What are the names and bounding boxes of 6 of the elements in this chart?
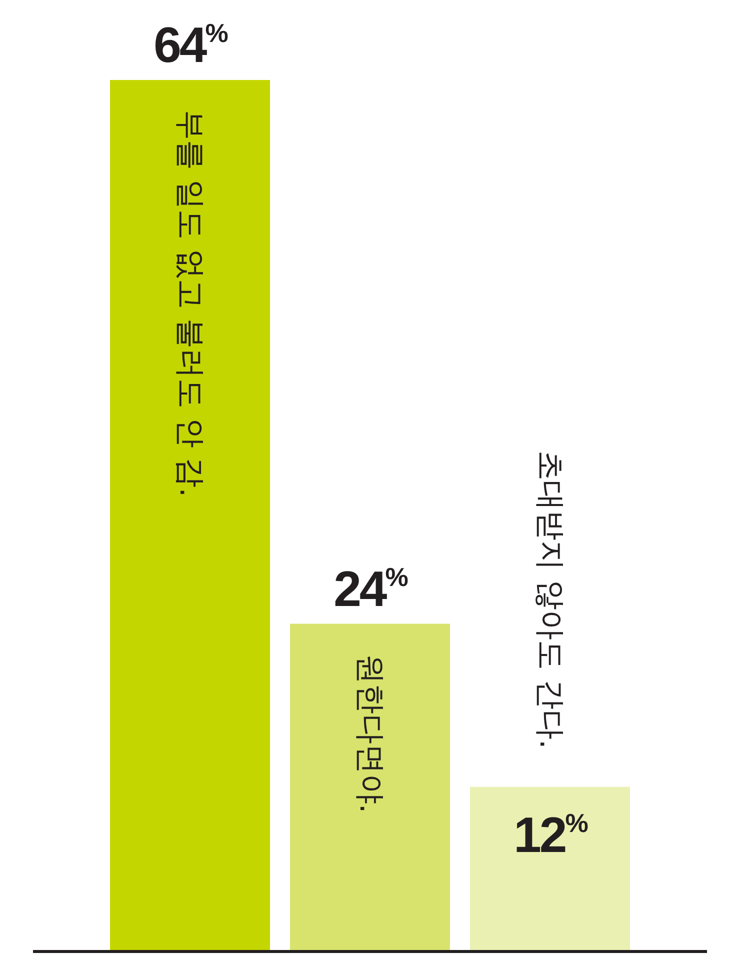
data-label: 24$^{%}$: [334, 560, 408, 617]
x-tick-label: 원한다면야.: [352, 654, 388, 814]
data-label: 64$^{%}$: [154, 17, 228, 73]
data-label: 12$^{%}$: [514, 806, 588, 863]
x-tick-label: 초대받지 않아도 간다.: [532, 450, 568, 749]
x-tick-label: 부를 일도 없고 불러도 안 감.: [172, 110, 208, 498]
